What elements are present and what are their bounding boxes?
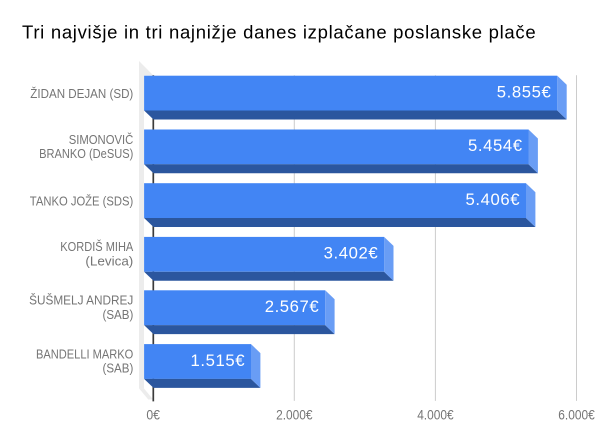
svg-text:6.000€: 6.000€ bbox=[558, 407, 595, 422]
svg-text:0€: 0€ bbox=[146, 407, 160, 422]
svg-text:(SAB): (SAB) bbox=[103, 361, 134, 376]
svg-text:(SAB): (SAB) bbox=[103, 307, 134, 322]
svg-text:Tri najvišje in tri najnižje d: Tri najvišje in tri najnižje danes izpla… bbox=[22, 21, 536, 42]
svg-text:4.000€: 4.000€ bbox=[417, 407, 454, 422]
svg-text:(Levica): (Levica) bbox=[85, 253, 133, 268]
svg-text:5.855€: 5.855€ bbox=[497, 82, 552, 101]
svg-text:ŠUŠMELJ ANDREJ: ŠUŠMELJ ANDREJ bbox=[29, 293, 133, 308]
svg-text:2.567€: 2.567€ bbox=[265, 297, 320, 316]
svg-text:5.454€: 5.454€ bbox=[468, 136, 523, 155]
svg-text:SIMONOVIČ: SIMONOVIČ bbox=[69, 132, 134, 147]
svg-text:5.406€: 5.406€ bbox=[466, 190, 521, 209]
svg-text:KORDIŠ MIHA: KORDIŠ MIHA bbox=[60, 239, 133, 254]
svg-text:TANKO JOŽE (SDS): TANKO JOŽE (SDS) bbox=[30, 194, 134, 209]
svg-text:ŽIDAN DEJAN (SD): ŽIDAN DEJAN (SD) bbox=[30, 86, 133, 101]
svg-text:BRANKO (DeSUS): BRANKO (DeSUS) bbox=[39, 146, 133, 161]
svg-text:BANDELLI MARKO: BANDELLI MARKO bbox=[36, 346, 133, 361]
svg-text:2.000€: 2.000€ bbox=[276, 407, 313, 422]
svg-text:1.515€: 1.515€ bbox=[191, 351, 246, 370]
svg-text:3.402€: 3.402€ bbox=[324, 244, 379, 263]
